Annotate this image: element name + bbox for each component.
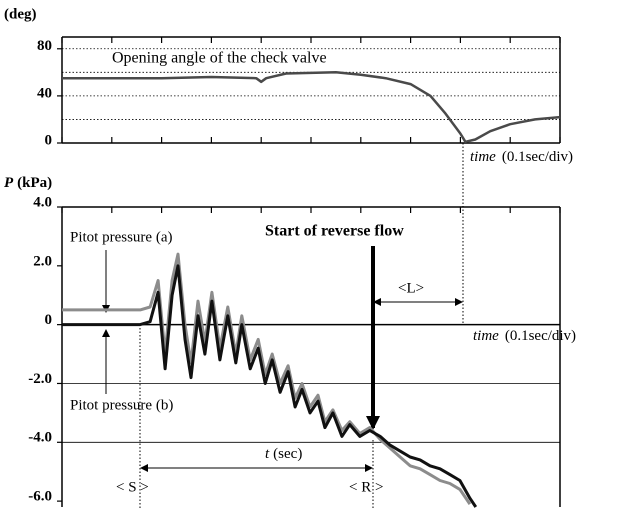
annotation-unit: (sec) bbox=[273, 446, 302, 462]
data-line bbox=[62, 71, 561, 144]
annotation: t (sec) bbox=[265, 446, 302, 462]
y-axis-label-name: P bbox=[4, 175, 14, 191]
y-axis-label: P (kPa) bbox=[4, 175, 52, 191]
y-tick-label: 2.0 bbox=[33, 253, 52, 269]
chart-title: Opening angle of the check valve bbox=[112, 50, 327, 67]
x-axis-label-name: time bbox=[470, 149, 496, 165]
annotation: < S > bbox=[116, 479, 149, 495]
y-tick-label: -4.0 bbox=[28, 430, 52, 446]
y-tick-label: 4.0 bbox=[33, 194, 52, 210]
x-axis-unit: (0.1sec/div) bbox=[505, 328, 576, 344]
annotation-symbol: t bbox=[265, 446, 270, 462]
y-tick-label: 0 bbox=[45, 132, 53, 148]
y-axis-label: (deg) bbox=[4, 6, 37, 22]
annotation: Start of reverse flow bbox=[265, 223, 404, 240]
y-tick-label: -6.0 bbox=[28, 489, 52, 505]
x-axis-label-name: time bbox=[473, 328, 499, 344]
legend-label: Pitot pressure (b) bbox=[70, 397, 173, 413]
y-tick-label: 40 bbox=[37, 85, 52, 101]
annotation: <L> bbox=[398, 280, 424, 296]
y-tick-label: 80 bbox=[37, 38, 52, 54]
data-line bbox=[62, 264, 478, 508]
x-axis-label: time (0.1sec/div) bbox=[470, 149, 573, 165]
x-axis-unit: (0.1sec/div) bbox=[502, 149, 573, 165]
x-axis-label: time (0.1sec/div) bbox=[473, 328, 576, 344]
y-axis-unit: (kPa) bbox=[17, 175, 52, 191]
annotation: < R > bbox=[349, 479, 383, 495]
y-tick-label: -2.0 bbox=[28, 371, 52, 387]
legend-label: Pitot pressure (a) bbox=[70, 229, 172, 245]
y-tick-label: 0 bbox=[45, 312, 53, 328]
